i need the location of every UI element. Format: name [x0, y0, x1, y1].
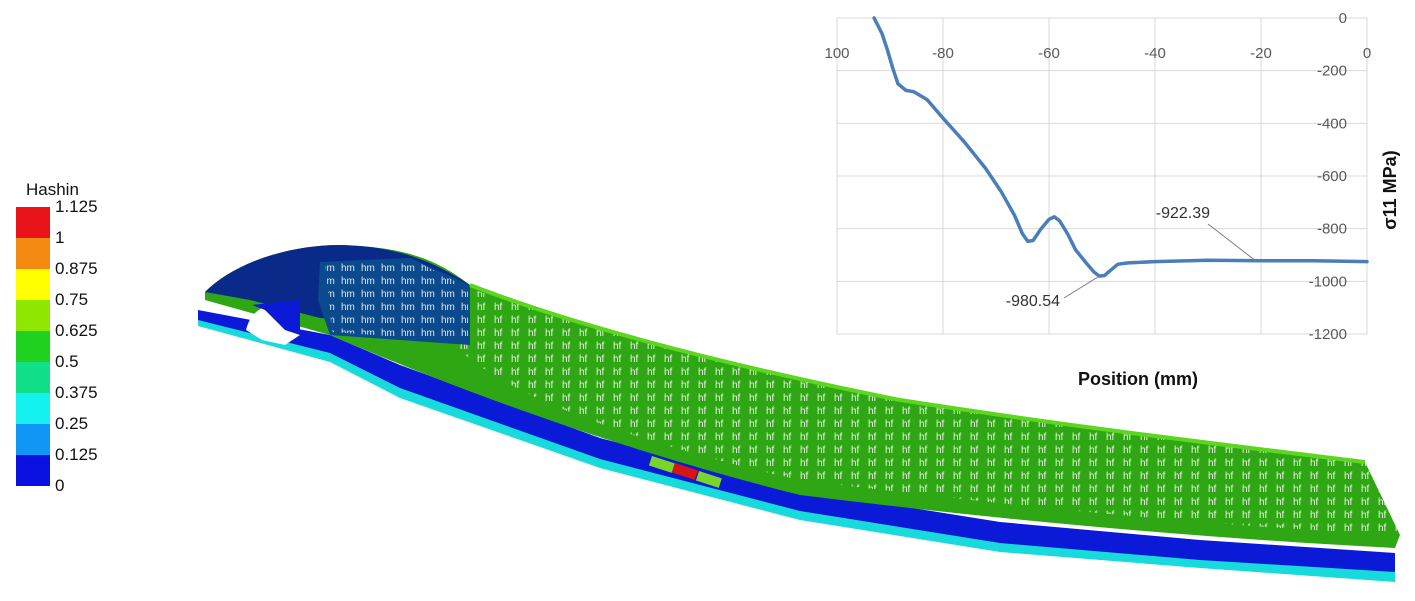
- colorbar-label: 0.375: [55, 383, 98, 402]
- x-axis-title: Position (mm): [1078, 369, 1198, 389]
- colorbar-label: 0.875: [55, 259, 98, 278]
- y-tick-label: -600: [1317, 168, 1347, 185]
- colorbar-label: 0.75: [55, 290, 89, 309]
- colorbar-label: 0.5: [55, 352, 79, 371]
- y-tick-label: -400: [1317, 115, 1347, 132]
- x-tick-label: -40: [1144, 45, 1166, 62]
- hotspot-patch-right: [695, 471, 722, 488]
- colorbar-swatch: [16, 331, 50, 362]
- x-tick-label: -20: [1250, 45, 1272, 62]
- hashin-colorbar: Hashin 1.125 1 0.875 0.75 0.625 0.5 0.375 0.25 0…: [14, 180, 154, 500]
- y-tick-label: -800: [1317, 221, 1347, 238]
- colorbar-swatch: [16, 207, 50, 238]
- colorbar-swatch: [16, 362, 50, 393]
- x-tick-label: 100: [824, 45, 849, 62]
- annotation-leader: [1207, 223, 1257, 262]
- y-tick-label: -200: [1317, 63, 1347, 80]
- hf-region: [460, 285, 1400, 535]
- colorbar-label: 0.625: [55, 321, 98, 340]
- x-tick-label: -80: [932, 45, 954, 62]
- colorbar-label: 0: [55, 476, 65, 495]
- annotation-label: -980.54: [1006, 293, 1060, 310]
- colorbar-label: 1: [55, 228, 65, 247]
- colorbar-swatch: [16, 393, 50, 424]
- outer-ply: [198, 310, 1395, 572]
- annotation-label: -922.39: [1156, 205, 1210, 222]
- colorbar-swatch: [16, 238, 50, 269]
- tread-top-edge: [469, 283, 1366, 464]
- colorbar-label: 0.125: [55, 445, 98, 464]
- y-tick-label: 0: [1339, 10, 1347, 27]
- colorbar-swatch: [16, 455, 50, 486]
- stress-chart: 100 -80 -60 -40 -20 0 0 -200 -400 -600 -800 -1000 -1…: [820, 0, 1415, 400]
- y-tick-label: -1000: [1309, 273, 1347, 290]
- y-axis-title: σ11 MPa): [1380, 150, 1400, 229]
- colorbar-title: Hashin: [26, 180, 79, 199]
- hotspot-patch-left: [648, 456, 675, 473]
- series-line: [872, 16, 1369, 278]
- colorbar-swatch: [16, 300, 50, 331]
- x-tick-label: 0: [1363, 45, 1371, 62]
- bead-ply: [252, 300, 300, 335]
- colorbar-swatch: [16, 424, 50, 455]
- hm-label-area: [325, 258, 468, 342]
- hotspot-patch: [671, 463, 698, 480]
- stress-chart-svg: 100 -80 -60 -40 -20 00-200-400-600-800-1000-1…: [824, 10, 1400, 389]
- colorbar-label: 0.25: [55, 414, 89, 433]
- x-tick-label: -60: [1038, 45, 1060, 62]
- annotation-leader: [1063, 275, 1100, 299]
- y-tick-label: -1200: [1309, 326, 1347, 343]
- colorbar-swatch: [16, 269, 50, 300]
- colorbar-label: 1.125: [55, 197, 98, 216]
